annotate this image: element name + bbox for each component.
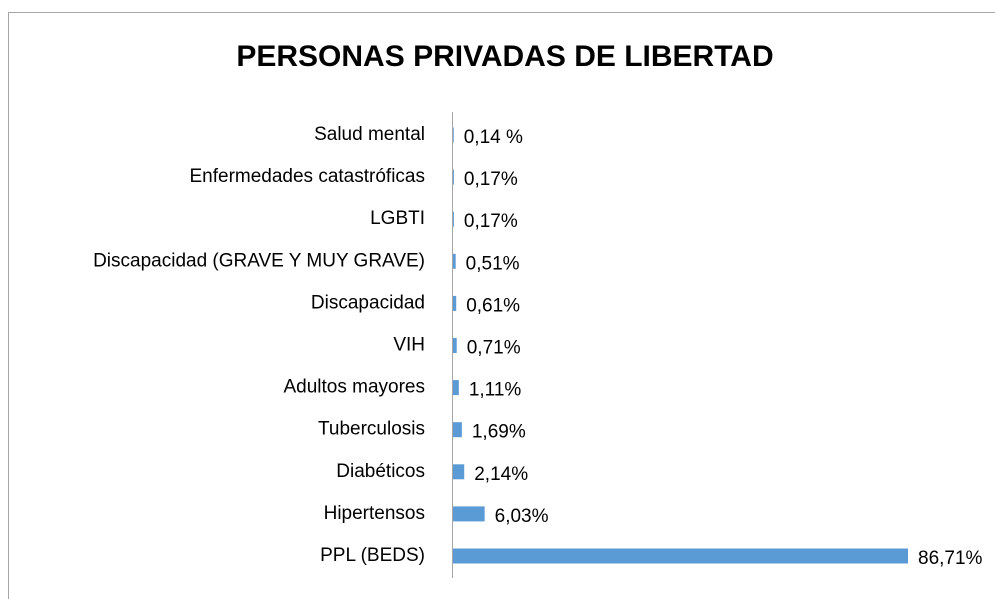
category-label: PPL (BEDS): [320, 545, 425, 566]
value-label: 0,71%: [467, 338, 521, 359]
value-label: 1,69%: [472, 422, 526, 443]
bar: [453, 464, 465, 480]
value-label: 0,17%: [464, 169, 518, 190]
bar: [453, 253, 456, 269]
category-label: Discapacidad (GRAVE Y MUY GRAVE): [93, 250, 425, 271]
value-label: 6,03%: [495, 506, 549, 527]
bar: [453, 548, 908, 564]
value-label: 0,14 %: [464, 127, 523, 148]
value-label: 0,61%: [466, 295, 520, 316]
bar: [453, 380, 459, 396]
category-label: Enfermedades catastróficas: [189, 166, 425, 187]
category-label: LGBTI: [370, 208, 425, 229]
bar: [453, 506, 485, 522]
category-label: Hipertensos: [324, 503, 425, 524]
bar: [453, 127, 454, 143]
bar: [453, 169, 454, 185]
category-label: Adultos mayores: [283, 377, 425, 398]
category-label: VIH: [393, 335, 425, 356]
bar: [453, 422, 462, 438]
category-label: Salud mental: [314, 124, 425, 145]
category-label: Tuberculosis: [318, 419, 425, 440]
value-label: 86,71%: [918, 548, 983, 569]
bar: [453, 211, 454, 227]
bar: [453, 338, 457, 353]
value-label: 1,11%: [469, 380, 522, 401]
bar: [453, 295, 457, 311]
category-label: Discapacidad: [311, 292, 425, 313]
value-label: 0,17%: [464, 211, 518, 232]
chart-frame: [8, 12, 995, 599]
value-label: 2,14%: [474, 464, 528, 485]
category-label: Diabéticos: [336, 461, 425, 482]
value-label: 0,51%: [466, 253, 520, 274]
chart-title: PERSONAS PRIVADAS DE LIBERTAD: [236, 40, 773, 73]
